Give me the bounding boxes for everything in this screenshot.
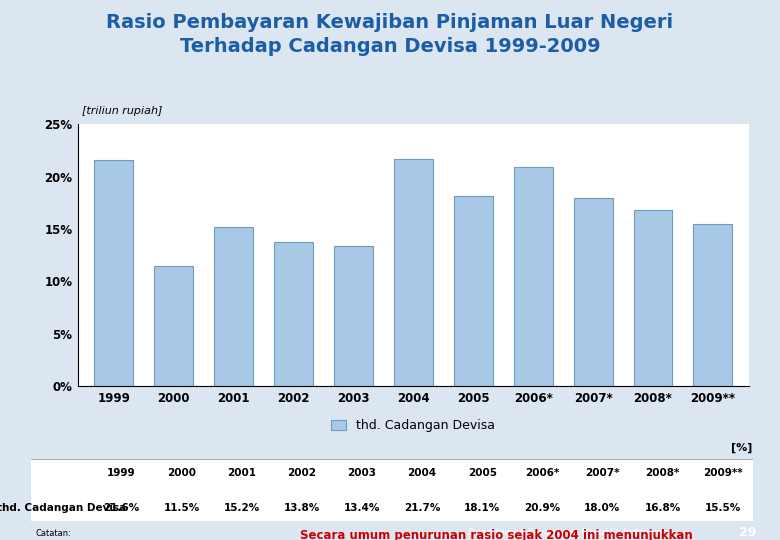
Text: 2006*: 2006* <box>525 468 559 478</box>
Bar <box>334 246 373 386</box>
Bar <box>454 197 493 386</box>
Text: 18.0%: 18.0% <box>584 503 621 512</box>
Legend: thd. Cadangan Devisa: thd. Cadangan Devisa <box>326 415 501 437</box>
Text: 2004: 2004 <box>407 468 437 478</box>
Text: [triliun rupiah]: [triliun rupiah] <box>82 106 162 116</box>
Bar <box>693 224 732 386</box>
Text: 29: 29 <box>739 526 757 539</box>
Text: 20.9%: 20.9% <box>524 503 560 512</box>
Bar <box>215 227 254 386</box>
Text: 11.5%: 11.5% <box>163 503 200 512</box>
Bar <box>573 198 612 386</box>
Text: 2005: 2005 <box>468 468 497 478</box>
Text: 2003: 2003 <box>347 468 377 478</box>
Text: 18.1%: 18.1% <box>464 503 500 512</box>
Text: 2007*: 2007* <box>585 468 619 478</box>
Text: 2008*: 2008* <box>645 468 679 478</box>
Text: 21.6%: 21.6% <box>103 503 140 512</box>
Text: 13.8%: 13.8% <box>284 503 320 512</box>
Bar <box>274 241 313 386</box>
Bar <box>394 159 433 386</box>
Bar <box>94 160 133 386</box>
Text: Catatan:
Pembayaran kewajiban utang = Pembayaran Bunga dan Pokok Utang
*   Angka: Catatan: Pembayaran kewajiban utang = Pe… <box>35 529 328 540</box>
Text: 2009**: 2009** <box>703 468 743 478</box>
Text: 2000: 2000 <box>167 468 196 478</box>
Text: 15.5%: 15.5% <box>704 503 741 512</box>
Text: 1999: 1999 <box>107 468 136 478</box>
Text: [%]: [%] <box>732 442 753 453</box>
Text: thd. Cadangan Devisa: thd. Cadangan Devisa <box>0 503 126 512</box>
Bar <box>514 167 553 386</box>
Text: 21.7%: 21.7% <box>404 503 440 512</box>
Text: 2002: 2002 <box>287 468 316 478</box>
Bar <box>633 210 672 386</box>
Text: 13.4%: 13.4% <box>344 503 380 512</box>
Text: 2001: 2001 <box>227 468 256 478</box>
Text: Rasio Pembayaran Kewajiban Pinjaman Luar Negeri
Terhadap Cadangan Devisa 1999-20: Rasio Pembayaran Kewajiban Pinjaman Luar… <box>106 12 674 56</box>
Text: Departemen Keuangan - Republik Indonesia: Departemen Keuangan - Republik Indonesia <box>468 528 667 537</box>
Text: 16.8%: 16.8% <box>644 503 681 512</box>
Text: Secara umum penurunan rasio sejak 2004 ini menunjukkan
kemampuan yang semakin ba: Secara umum penurunan rasio sejak 2004 i… <box>300 529 693 540</box>
Text: 15.2%: 15.2% <box>224 503 260 512</box>
Bar <box>154 266 193 386</box>
